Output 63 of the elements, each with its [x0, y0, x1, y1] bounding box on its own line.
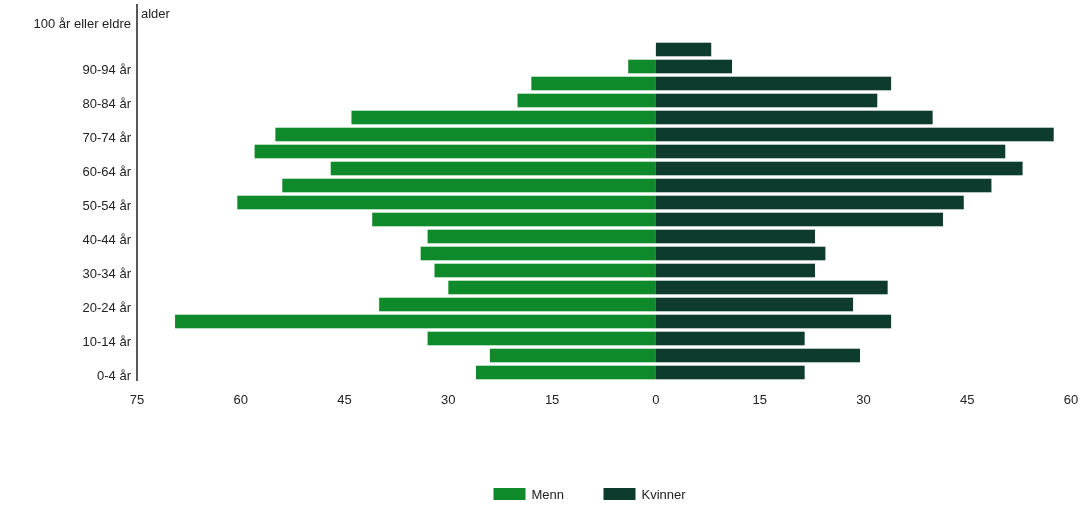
x-tick-label: 60: [1063, 392, 1079, 407]
bar: [489, 348, 656, 363]
x-tick-label: 0: [652, 392, 660, 407]
bar: [655, 365, 805, 380]
bar: [476, 365, 656, 380]
bar: [655, 297, 854, 312]
y-tick-label: 60-64 år: [82, 163, 132, 179]
y-tick-label: 70-74 år: [82, 129, 132, 145]
bar: [330, 161, 656, 176]
y-tick-label: 90-94 år: [82, 61, 132, 77]
bar: [655, 59, 732, 74]
x-tick-label: 75: [129, 392, 145, 407]
y-tick-label: 0-4 år: [97, 367, 132, 383]
bar: [655, 229, 816, 244]
bar: [655, 280, 888, 295]
bar: [531, 76, 656, 91]
bar: [655, 144, 1006, 159]
bar: [517, 93, 656, 108]
y-tick-label: 40-44 år: [82, 231, 132, 247]
y-axis-title: alder: [141, 6, 171, 21]
legend-label: Menn: [531, 487, 565, 502]
y-tick-label: 20-24 år: [82, 299, 132, 315]
bar: [237, 195, 656, 210]
bar: [655, 314, 892, 329]
bar: [655, 76, 892, 91]
legend-label: Kvinner: [641, 487, 687, 502]
y-tick-label: 50-54 år: [82, 197, 132, 213]
y-tick-label: 80-84 år: [82, 95, 132, 111]
bar: [427, 229, 656, 244]
bar: [655, 127, 1054, 142]
bar: [655, 348, 860, 363]
bar: [372, 212, 656, 227]
x-tick-label: 60: [233, 392, 249, 407]
bar: [655, 195, 964, 210]
bar: [628, 59, 656, 74]
bar: [175, 314, 656, 329]
bar: [427, 331, 656, 346]
bar: [655, 331, 805, 346]
bar: [420, 246, 656, 261]
x-tick-label: 30: [856, 392, 871, 407]
x-tick-label: 15: [544, 392, 560, 407]
bar: [655, 110, 933, 125]
bar: [254, 144, 656, 159]
bar: [655, 161, 1023, 176]
bar: [655, 93, 878, 108]
bar: [448, 280, 656, 295]
x-tick-label: 45: [959, 392, 975, 407]
y-tick-label: 100 år eller eldre: [33, 15, 131, 31]
bar: [655, 178, 992, 193]
bar: [379, 297, 656, 312]
bar: [655, 42, 712, 57]
y-tick-label: 10-14 år: [82, 333, 132, 349]
bar: [351, 110, 656, 125]
y-tick-label: 30-34 år: [82, 265, 132, 281]
bar: [655, 246, 826, 261]
x-tick-label: 15: [752, 392, 767, 407]
bar: [434, 263, 656, 278]
bar: [655, 212, 944, 227]
bar: [655, 263, 816, 278]
x-tick-label: 30: [441, 392, 456, 407]
bar: [282, 178, 656, 193]
bar: [275, 127, 656, 142]
x-tick-label: 45: [337, 392, 352, 407]
